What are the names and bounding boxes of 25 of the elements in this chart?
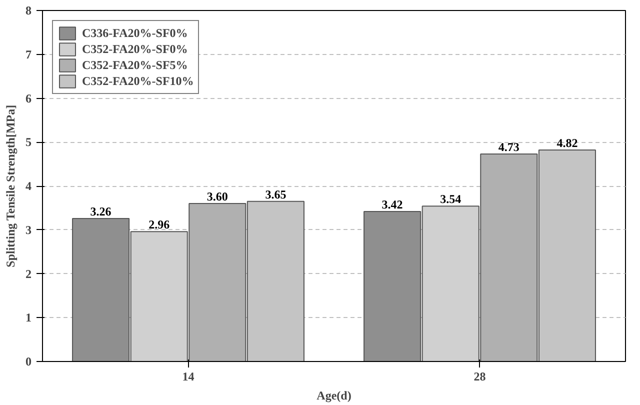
data-label: 4.73 (498, 140, 520, 154)
y-tick-label: 4 (26, 179, 32, 193)
y-tick-label: 0 (26, 354, 32, 368)
data-label: 4.82 (556, 136, 578, 150)
y-tick-label: 1 (26, 310, 32, 325)
data-label: 3.60 (206, 190, 228, 204)
data-label: 2.96 (148, 218, 170, 232)
y-tick-label: 8 (26, 4, 32, 18)
y-tick-label: 6 (26, 91, 32, 106)
x-axis-title: Age(d) (316, 388, 352, 402)
x-tick-label: 14 (182, 370, 194, 384)
y-tick-label: 2 (26, 266, 32, 281)
legend-label: C352-FA20%-SF0% (82, 41, 188, 57)
legend-label: C352-FA20%-SF5% (82, 57, 188, 73)
data-label: 3.54 (440, 192, 462, 206)
data-label: 3.65 (265, 187, 286, 202)
data-label: 3.42 (382, 197, 403, 212)
y-tick-label: 3 (26, 222, 32, 237)
x-tick-label: 28 (474, 370, 486, 384)
legend-label: C336-FA20%-SF0% (82, 25, 188, 41)
y-tick-label: 7 (26, 47, 32, 62)
y-axis-title: Splitting Tensile Strength[MPa] (4, 104, 18, 268)
y-tick-label: 5 (26, 135, 32, 150)
data-label: 3.26 (90, 204, 112, 218)
legend-label: C352-FA20%-SF10% (82, 73, 194, 89)
